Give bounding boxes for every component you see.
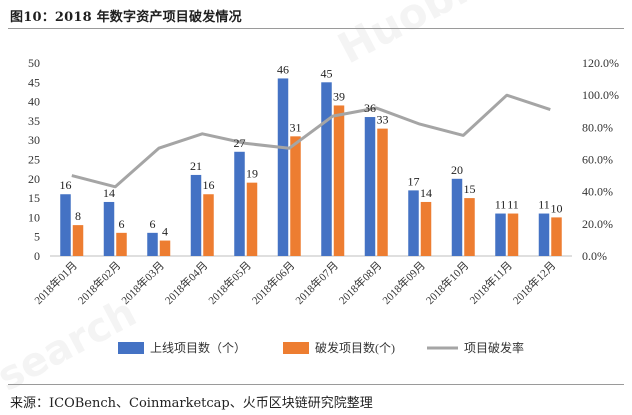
x-tick-label: 2018年02月 <box>75 258 124 307</box>
data-label-launched: 11 <box>538 198 550 212</box>
data-label-broken: 10 <box>551 201 563 215</box>
y-left-tick-label: 5 <box>34 230 40 244</box>
bar-broken-issue-projects <box>333 105 345 257</box>
bar-launched-projects <box>277 78 289 256</box>
y-left-tick-label: 50 <box>28 56 40 70</box>
bar-broken-issue-projects <box>507 213 519 256</box>
x-tick-label: 2018年07月 <box>292 258 341 307</box>
bar-launched-projects <box>234 151 245 256</box>
bar-broken-issue-projects <box>290 136 301 256</box>
bar-launched-projects <box>538 213 550 256</box>
data-label-broken: 11 <box>507 198 519 212</box>
y-left-tick-label: 15 <box>28 191 40 205</box>
data-label-launched: 45 <box>321 66 333 80</box>
legend-label-broken: 破发项目数(个) <box>315 340 395 355</box>
x-tick-label: 2018年01月 <box>31 258 80 307</box>
line-break-rate <box>71 93 551 189</box>
x-tick-label: 2018年06月 <box>249 258 298 307</box>
bar-broken-issue-projects <box>420 201 432 256</box>
y-left-tick-label: 30 <box>28 133 40 147</box>
title-divider <box>8 28 624 29</box>
chart-title: 图10：2018 年数字资产项目破发情况 <box>10 10 242 25</box>
data-label-broken: 31 <box>290 120 302 134</box>
y-right-tick-label: 40.0% <box>582 185 613 199</box>
bar-broken-issue-projects <box>159 240 171 256</box>
data-label-broken: 19 <box>246 167 258 181</box>
bar-launched-projects <box>321 82 332 256</box>
x-tick-label: 2018年11月 <box>466 258 515 307</box>
data-label-broken: 4 <box>162 225 168 239</box>
bar-launched-projects <box>147 232 158 256</box>
y-right-tick-label: 20.0% <box>582 217 613 231</box>
bar-launched-projects <box>495 213 506 256</box>
source-note: 来源：ICOBench、Coinmarketcap、火币区块链研究院整理 <box>10 396 373 411</box>
x-tick-label: 2018年09月 <box>379 258 428 307</box>
x-tick-label: 2018年10月 <box>423 258 472 307</box>
y-left-tick-label: 20 <box>28 172 40 186</box>
bar-broken-issue-projects <box>116 232 127 256</box>
data-label-launched: 21 <box>190 159 202 173</box>
y-right-tick-label: 120.0% <box>582 56 619 70</box>
bar-broken-issue-projects <box>551 217 562 256</box>
bar-launched-projects <box>364 117 376 256</box>
data-label-broken: 14 <box>420 186 432 200</box>
data-label-launched: 36 <box>364 101 376 115</box>
x-tick-label: 2018年05月 <box>205 258 254 307</box>
y-left-tick-label: 0 <box>34 249 40 263</box>
y-right-tick-label: 100.0% <box>582 88 619 102</box>
bar-launched-projects <box>408 190 419 256</box>
bar-launched-projects <box>451 178 463 256</box>
data-label-launched: 11 <box>495 198 507 212</box>
data-label-broken: 15 <box>464 182 476 196</box>
bar-broken-issue-projects <box>464 198 475 256</box>
data-label-broken: 6 <box>119 217 125 231</box>
data-label-broken: 8 <box>75 209 81 223</box>
y-left-tick-label: 10 <box>28 210 40 224</box>
bar-broken-issue-projects <box>377 128 388 256</box>
bar-launched-projects <box>103 201 115 256</box>
bar-launched-projects <box>60 194 71 256</box>
y-right-tick-label: 80.0% <box>582 120 613 134</box>
data-label-launched: 46 <box>277 62 289 76</box>
x-tick-label: 2018年03月 <box>118 258 167 307</box>
data-label-launched: 27 <box>234 136 246 150</box>
data-label-broken: 33 <box>377 113 389 127</box>
legend-swatch-broken <box>283 342 309 354</box>
y-right-tick-label: 0.0% <box>582 249 607 263</box>
x-tick-label: 2018年08月 <box>336 258 385 307</box>
bar-line-chart: 051015202530354045500.0%20.0%40.0%60.0%8… <box>28 56 619 355</box>
bar-broken-issue-projects <box>246 182 258 256</box>
bar-launched-projects <box>190 174 202 256</box>
footer-divider <box>8 384 624 385</box>
legend-swatch-launched <box>118 342 144 354</box>
data-label-broken: 39 <box>333 89 345 103</box>
x-tick-label: 2018年12月 <box>510 258 559 307</box>
data-label-launched: 20 <box>451 163 463 177</box>
y-left-tick-label: 25 <box>28 153 40 167</box>
y-left-tick-label: 40 <box>28 95 40 109</box>
y-right-tick-label: 60.0% <box>582 153 613 167</box>
x-tick-label: 2018年04月 <box>162 258 211 307</box>
data-label-launched: 17 <box>408 174 420 188</box>
legend-label-rate: 项目破发率 <box>464 340 524 355</box>
data-label-broken: 16 <box>203 178 215 192</box>
data-label-launched: 16 <box>60 178 72 192</box>
legend-label-launched: 上线项目数（个） <box>150 340 246 355</box>
y-left-tick-label: 45 <box>28 75 40 89</box>
bar-broken-issue-projects <box>72 225 84 256</box>
data-label-launched: 6 <box>150 217 156 231</box>
bar-broken-issue-projects <box>203 194 214 256</box>
data-label-launched: 14 <box>103 186 115 200</box>
y-left-tick-label: 35 <box>28 114 40 128</box>
